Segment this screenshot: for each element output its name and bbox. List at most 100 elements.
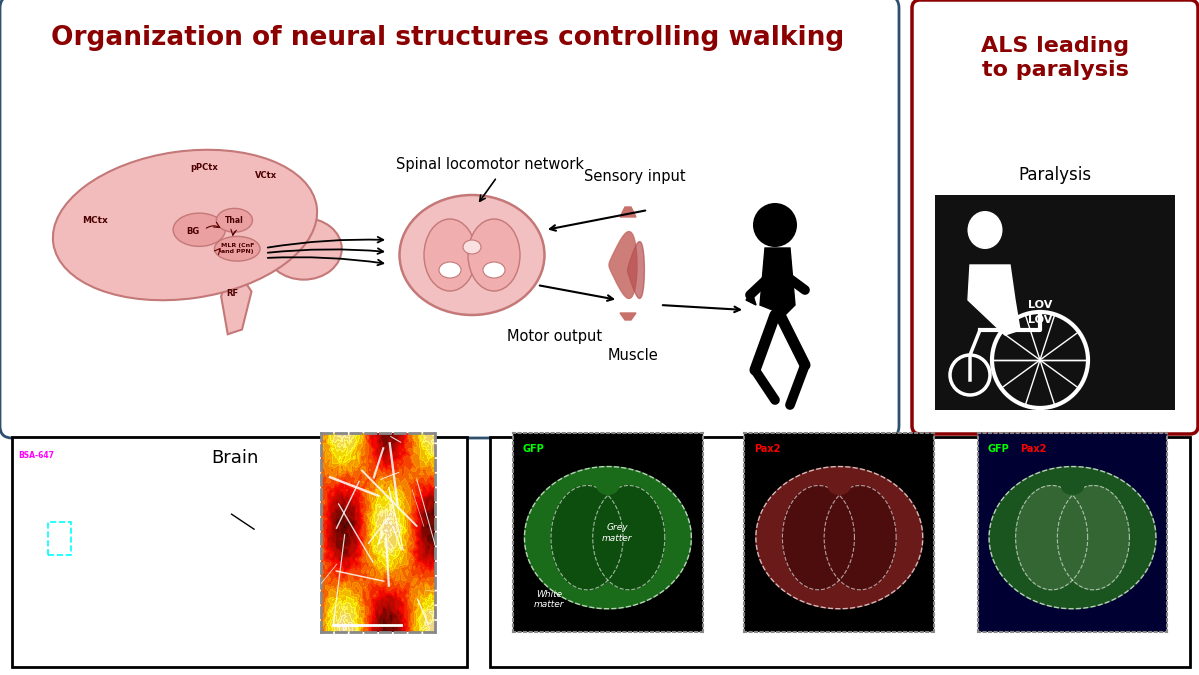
Text: VCtx: VCtx: [254, 171, 277, 180]
Polygon shape: [755, 466, 923, 609]
Polygon shape: [58, 511, 121, 564]
Polygon shape: [46, 502, 133, 576]
Polygon shape: [182, 491, 303, 593]
Polygon shape: [37, 497, 141, 585]
Text: MCtx: MCtx: [82, 216, 108, 225]
Polygon shape: [236, 528, 249, 540]
Polygon shape: [239, 530, 247, 537]
Text: Sensory input: Sensory input: [584, 169, 686, 184]
Polygon shape: [241, 531, 245, 535]
Ellipse shape: [1061, 476, 1084, 495]
Polygon shape: [60, 512, 119, 562]
Polygon shape: [42, 500, 137, 579]
Ellipse shape: [173, 213, 225, 246]
Polygon shape: [73, 522, 106, 549]
Polygon shape: [54, 508, 125, 568]
Text: BG: BG: [186, 227, 199, 236]
Polygon shape: [597, 511, 619, 564]
Polygon shape: [627, 242, 644, 298]
Polygon shape: [67, 517, 112, 555]
Ellipse shape: [266, 218, 342, 279]
Polygon shape: [83, 529, 96, 539]
Polygon shape: [223, 518, 263, 553]
Polygon shape: [216, 514, 270, 560]
Ellipse shape: [216, 209, 253, 232]
Text: pPCtx: pPCtx: [191, 163, 218, 173]
Polygon shape: [74, 522, 104, 548]
Polygon shape: [524, 466, 692, 609]
Polygon shape: [38, 497, 140, 583]
Polygon shape: [84, 529, 95, 538]
Polygon shape: [195, 500, 290, 579]
Polygon shape: [191, 497, 295, 585]
FancyBboxPatch shape: [12, 437, 466, 667]
Ellipse shape: [968, 211, 1002, 249]
FancyBboxPatch shape: [490, 437, 1189, 667]
Polygon shape: [43, 501, 135, 578]
Polygon shape: [968, 265, 1020, 335]
Polygon shape: [228, 522, 258, 548]
Ellipse shape: [215, 236, 260, 261]
Polygon shape: [213, 512, 272, 562]
Polygon shape: [824, 485, 896, 590]
Polygon shape: [760, 248, 795, 315]
Polygon shape: [193, 498, 293, 583]
Ellipse shape: [439, 262, 460, 278]
Polygon shape: [989, 466, 1156, 609]
Polygon shape: [237, 529, 248, 538]
Polygon shape: [195, 500, 290, 580]
Polygon shape: [70, 518, 109, 553]
Polygon shape: [230, 524, 255, 545]
Polygon shape: [52, 506, 127, 570]
Ellipse shape: [596, 476, 620, 495]
Polygon shape: [209, 510, 277, 566]
Polygon shape: [200, 503, 285, 575]
Polygon shape: [209, 509, 277, 567]
FancyBboxPatch shape: [0, 0, 899, 438]
Polygon shape: [182, 490, 303, 593]
Polygon shape: [194, 499, 291, 581]
Polygon shape: [1016, 485, 1087, 590]
Polygon shape: [48, 504, 131, 574]
Polygon shape: [201, 504, 284, 574]
Polygon shape: [79, 526, 100, 543]
Polygon shape: [76, 524, 103, 546]
Text: ALS leading
to paralysis: ALS leading to paralysis: [981, 36, 1129, 80]
Polygon shape: [211, 511, 275, 564]
Polygon shape: [217, 515, 269, 558]
Polygon shape: [187, 493, 299, 589]
Text: LOV: LOV: [1028, 315, 1053, 325]
Polygon shape: [56, 510, 122, 565]
Text: Spinal cord: Spinal cord: [790, 449, 891, 467]
Text: MLR (CnF
and PPN): MLR (CnF and PPN): [221, 244, 254, 254]
Polygon shape: [72, 521, 107, 550]
Polygon shape: [233, 526, 253, 543]
Polygon shape: [78, 525, 101, 544]
Polygon shape: [83, 528, 96, 540]
Polygon shape: [552, 485, 623, 590]
Text: Paralysis: Paralysis: [1018, 166, 1091, 184]
Polygon shape: [62, 514, 116, 560]
Polygon shape: [36, 495, 143, 587]
Polygon shape: [1058, 485, 1129, 590]
Polygon shape: [89, 532, 90, 534]
Polygon shape: [71, 520, 108, 551]
Polygon shape: [68, 518, 110, 554]
Polygon shape: [592, 485, 664, 590]
Polygon shape: [221, 277, 252, 334]
Polygon shape: [82, 527, 97, 541]
Polygon shape: [49, 505, 129, 572]
Text: Brain: Brain: [211, 449, 259, 467]
Polygon shape: [242, 532, 243, 534]
Polygon shape: [219, 516, 266, 556]
Polygon shape: [188, 495, 297, 587]
Polygon shape: [47, 503, 132, 575]
Polygon shape: [829, 511, 850, 564]
Polygon shape: [66, 516, 113, 556]
Ellipse shape: [468, 219, 520, 291]
Text: RF: RF: [227, 289, 239, 298]
Polygon shape: [783, 485, 855, 590]
Polygon shape: [80, 526, 98, 542]
Text: Thal: Thal: [225, 216, 243, 225]
Polygon shape: [70, 519, 109, 552]
